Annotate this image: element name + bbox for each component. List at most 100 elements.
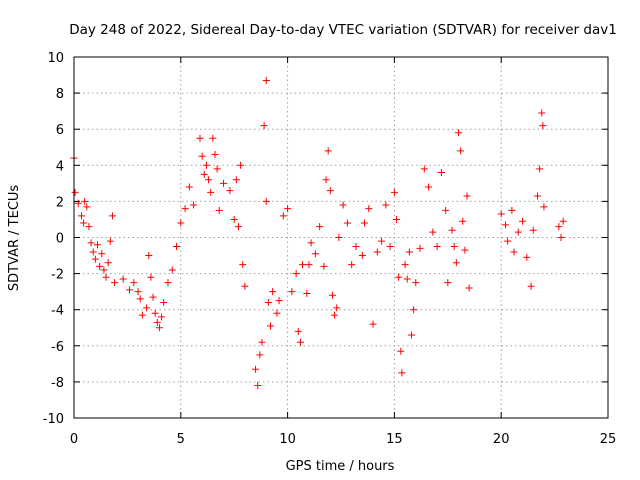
data-point xyxy=(348,261,356,269)
data-point xyxy=(429,228,437,236)
data-point xyxy=(260,122,268,130)
data-point xyxy=(196,134,204,142)
data-point xyxy=(226,187,234,195)
data-point xyxy=(555,223,563,231)
data-points xyxy=(70,76,567,390)
data-point xyxy=(104,259,112,267)
data-point xyxy=(254,382,262,390)
data-point xyxy=(134,288,142,296)
data-point xyxy=(559,217,567,225)
data-point xyxy=(339,201,347,209)
y-tick-label: -2 xyxy=(51,268,64,283)
x-tick-label: 25 xyxy=(600,432,617,447)
data-point xyxy=(160,298,168,306)
data-point xyxy=(267,322,275,330)
data-point xyxy=(461,246,469,254)
data-point xyxy=(305,261,313,269)
data-point xyxy=(119,275,127,283)
data-point xyxy=(437,169,445,177)
data-point xyxy=(153,318,161,326)
data-point xyxy=(369,320,377,328)
data-point xyxy=(324,147,332,155)
data-point xyxy=(258,338,266,346)
data-point xyxy=(459,217,467,225)
data-point xyxy=(397,347,405,355)
data-point xyxy=(425,183,433,191)
data-point xyxy=(390,188,398,196)
x-tick-label: 5 xyxy=(177,432,185,447)
data-point xyxy=(450,243,458,251)
data-point xyxy=(316,223,324,231)
data-point xyxy=(234,223,242,231)
data-point xyxy=(527,282,535,290)
tick-labels: -10 -8 -6 -4 -2 0 2 4 6 8 10 0 5 10 15 20 25 xyxy=(43,51,617,447)
data-point xyxy=(102,273,110,281)
data-point xyxy=(93,241,101,249)
data-point xyxy=(333,304,341,312)
data-point xyxy=(508,206,516,214)
x-axis-label: GPS time / hours xyxy=(286,459,395,474)
data-point xyxy=(230,215,238,223)
data-point xyxy=(416,244,424,252)
data-point xyxy=(536,165,544,173)
data-point xyxy=(433,243,441,251)
data-point xyxy=(202,161,210,169)
data-point xyxy=(85,223,93,231)
data-point xyxy=(557,234,565,241)
data-point xyxy=(83,203,91,211)
data-point xyxy=(232,176,240,184)
data-point xyxy=(239,261,247,269)
data-point xyxy=(311,250,319,258)
y-tick-label: -4 xyxy=(51,304,64,319)
data-point xyxy=(256,351,264,359)
data-point xyxy=(523,253,531,261)
y-tick-label: 2 xyxy=(56,195,64,210)
data-point xyxy=(145,252,153,260)
data-point xyxy=(207,188,215,196)
data-point xyxy=(149,293,157,301)
data-point xyxy=(209,134,217,142)
y-axis-label: SDTVAR / TECUs xyxy=(7,185,22,292)
y-tick-label: -6 xyxy=(51,340,64,355)
chart-title: Day 248 of 2022, Sidereal Day-to-day VTE… xyxy=(69,22,617,38)
data-point xyxy=(136,295,144,303)
data-point xyxy=(331,311,339,319)
data-point xyxy=(264,298,272,306)
data-point xyxy=(205,176,213,184)
data-point xyxy=(373,248,381,256)
data-point xyxy=(335,234,343,241)
data-point xyxy=(168,266,176,274)
data-point xyxy=(269,288,277,296)
data-point xyxy=(106,237,114,245)
data-point xyxy=(412,279,420,287)
data-point xyxy=(181,205,189,213)
data-point xyxy=(80,219,88,227)
data-point xyxy=(442,206,450,214)
data-point xyxy=(497,210,505,218)
y-tick-label: 4 xyxy=(56,159,64,174)
data-point xyxy=(403,275,411,283)
data-point xyxy=(386,243,394,251)
data-point xyxy=(177,219,185,227)
x-tick-label: 20 xyxy=(493,432,510,447)
data-point xyxy=(465,284,473,292)
data-point xyxy=(81,197,89,205)
data-point xyxy=(126,286,134,294)
data-point xyxy=(352,243,360,251)
data-point xyxy=(237,161,245,169)
data-point xyxy=(395,273,403,281)
data-point xyxy=(164,279,172,287)
data-point xyxy=(358,252,366,260)
y-tick-label: 8 xyxy=(56,87,64,102)
data-point xyxy=(262,197,270,205)
y-tick-label: -10 xyxy=(43,412,64,427)
data-point xyxy=(108,212,116,220)
data-point xyxy=(501,221,509,229)
data-point xyxy=(211,150,219,158)
data-point xyxy=(540,203,548,211)
data-point xyxy=(151,309,159,317)
x-tick-label: 0 xyxy=(70,432,78,447)
x-tick-label: 10 xyxy=(279,432,296,447)
data-point xyxy=(147,273,155,281)
data-point xyxy=(463,192,471,200)
